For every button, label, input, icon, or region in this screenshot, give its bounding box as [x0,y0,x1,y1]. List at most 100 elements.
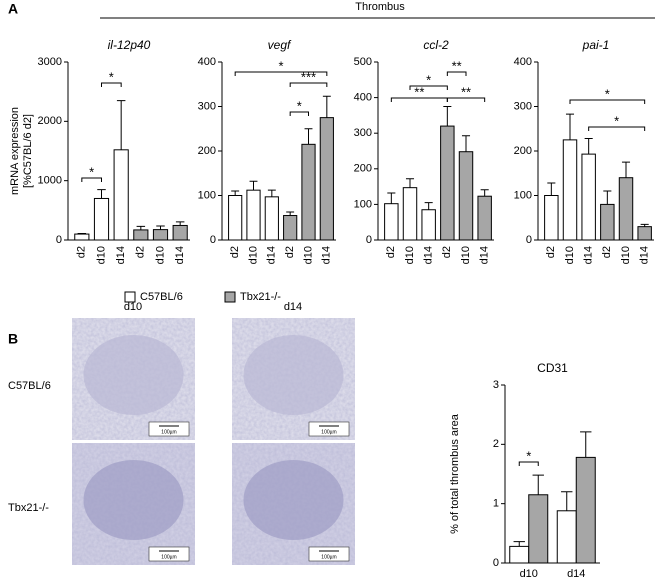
error-bar [603,190,612,205]
row-label: Tbx21-/- [8,502,49,514]
panel-label: B [8,331,18,347]
y-tick-label: 200 [514,145,532,157]
x-tick-label: d2 [135,246,147,258]
significance-label: * [605,86,610,101]
thrombus-section [83,335,184,415]
thrombus-section [83,460,184,540]
y-tick-label: 300 [514,100,532,112]
x-tick-label: d2 [229,246,241,258]
error-bar [461,135,471,152]
error-bar [175,221,185,226]
error-bar [621,161,631,178]
error-bar [267,189,276,197]
y-tick-label: 2000 [38,115,62,127]
error-bar [424,202,433,210]
bar [440,125,455,241]
significance-bracket [588,126,646,131]
x-tick-label: d14 [583,246,595,264]
error-bar [156,225,165,230]
y-tick-label: 300 [198,100,216,112]
significance-bracket [81,177,102,182]
y-tick-label: 0 [366,234,372,246]
error-bar [405,178,415,188]
bar [246,189,261,241]
bar [133,229,149,241]
y-tick-label: 0 [56,234,62,246]
y-tick-label: 100 [198,189,216,201]
scale-bar-label: 100µm [321,554,336,560]
x-tick-label: d2 [441,246,453,258]
x-tick-label: d10 [247,246,259,264]
y-tick-label: 1 [493,498,499,510]
x-tick-label: d14 [115,246,127,264]
significance-label: * [614,113,619,128]
y-tick-label: 200 [198,145,216,157]
significance-label: * [426,72,431,87]
y-tick-label: 3000 [38,56,62,68]
y-tick-label: 400 [198,56,216,68]
x-tick-label: d2 [284,246,296,258]
bar [544,195,559,241]
significance-bracket [518,461,539,466]
significance-label: * [297,98,302,113]
error-bar [97,189,106,199]
bar [556,510,577,564]
x-tick-label: d2 [76,246,88,258]
bar [384,203,399,241]
y-tick-label: 0 [210,234,216,246]
chart-title: vegf [268,38,292,52]
error-bar [640,223,649,227]
scale-bar-label: 100µm [161,554,176,560]
chart-title: CD31 [537,361,568,375]
chart-title: il-12p40 [108,38,151,52]
significance-label: ** [414,84,424,99]
significance-label: ** [461,84,471,99]
y-tick-label: 2 [493,438,499,450]
bar [74,233,90,241]
bar [301,143,316,241]
y-tick-label: 100 [514,189,532,201]
bar [575,456,596,564]
significance-label: * [278,58,283,73]
significance-bracket [409,85,448,90]
significance-bracket [289,82,328,87]
x-tick-label: d14 [174,246,186,264]
y-tick-label: 0 [493,557,499,569]
bar [172,224,188,241]
thrombus-section [243,460,344,540]
bar [528,494,549,564]
scale-bar-label: 100µm [161,429,176,435]
significance-label: * [89,164,94,179]
bar [600,203,615,241]
column-label: d10 [124,301,142,313]
error-bar [580,431,592,458]
error-bar [443,106,452,127]
y-tick-label: 0 [526,234,532,246]
x-tick-label: d14 [567,568,585,580]
x-tick-label: d10 [620,246,632,264]
y-tick-label: 400 [354,92,372,104]
error-bar [136,225,146,230]
bar [283,215,298,241]
significance-bracket [569,99,646,104]
column-label: d14 [284,301,302,313]
significance-bracket [446,97,486,102]
x-tick-label: d2 [545,246,557,258]
row-label: C57BL/6 [8,380,51,392]
y-tick-label: 100 [354,198,372,210]
significance-label: *** [301,69,316,84]
bar [421,209,436,241]
y-axis-label: mRNA expression [9,107,21,195]
x-tick-label: d10 [154,246,166,264]
error-bar [304,128,313,145]
legend-swatch [224,291,236,303]
bar [618,177,634,241]
bar [477,195,492,241]
micrographs: 100µm 100µm 100µm 100µm [72,318,355,565]
x-tick-label: d2 [601,246,613,258]
x-tick-label: d10 [520,568,538,580]
bar [319,117,334,241]
significance-bracket [234,71,328,76]
bar [93,197,110,241]
